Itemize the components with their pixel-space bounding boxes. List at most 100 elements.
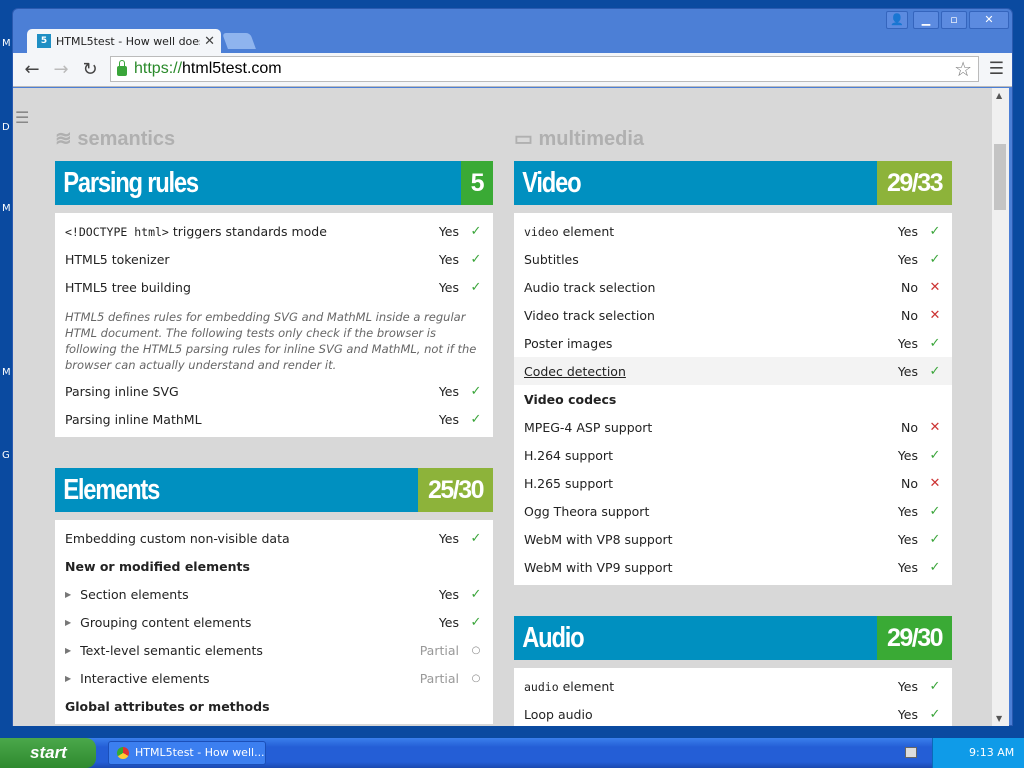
- test-label: Subtitles: [524, 252, 868, 267]
- section-elements: Elements 25/30 Embedding custom non-visi…: [55, 468, 493, 724]
- test-label: video element: [524, 224, 868, 239]
- partial-circle-icon: ○: [471, 672, 481, 684]
- section-note: HTML5 defines rules for embedding SVG an…: [65, 310, 477, 372]
- test-result: Partial: [419, 642, 459, 658]
- test-label: WebM with VP9 support: [524, 560, 868, 575]
- test-label[interactable]: Codec detection: [524, 364, 868, 379]
- test-label-text: Parsing inline SVG: [65, 383, 179, 399]
- keyboard-icon[interactable]: [905, 747, 917, 758]
- test-row[interactable]: ▶ Section elements Yes ✓: [55, 580, 493, 608]
- test-label-text: Loop audio: [524, 706, 593, 722]
- cross-icon: ✕: [929, 307, 941, 323]
- taskbar-item-chrome[interactable]: HTML5test - How well...: [108, 741, 266, 765]
- minimize-icon[interactable]: ▁: [913, 11, 939, 29]
- reload-icon[interactable]: ↻: [82, 59, 98, 80]
- test-row[interactable]: ▶ Interactive elements Partial ○: [55, 664, 493, 692]
- test-label-text: Ogg Theora support: [524, 503, 650, 519]
- expand-arrow-icon[interactable]: ▶: [65, 673, 72, 683]
- test-row[interactable]: ▶ Text-level semantic elements Partial ○: [55, 636, 493, 664]
- test-label: HTML5 tree building: [65, 280, 409, 295]
- test-row: Loop audio Yes ✓: [514, 700, 952, 726]
- check-icon: ✓: [470, 614, 482, 630]
- test-result: Yes: [438, 530, 459, 546]
- test-result: Yes: [897, 706, 918, 722]
- test-label: Parsing inline MathML: [65, 412, 409, 427]
- test-row[interactable]: Codec detection Yes ✓: [514, 357, 952, 385]
- test-label-text: Grouping content elements: [80, 614, 252, 630]
- test-row: Subtitles Yes ✓: [514, 245, 952, 273]
- test-label: Interactive elements: [80, 671, 409, 686]
- section-score: 25/30: [417, 468, 493, 512]
- test-result: Partial: [419, 670, 459, 686]
- test-result: No: [901, 475, 918, 491]
- page-content: ☰ ≋ semantics ▭ multimedia Parsing rules…: [13, 88, 992, 726]
- test-result: Yes: [438, 383, 459, 399]
- scroll-down-icon[interactable]: ▼: [996, 714, 1003, 723]
- scroll-up-icon[interactable]: ▲: [996, 91, 1003, 100]
- expand-arrow-icon[interactable]: ▶: [65, 589, 72, 599]
- test-result: Yes: [897, 363, 918, 379]
- section-card: audio element Yes ✓ Loop audio Yes ✓: [514, 668, 952, 726]
- browser-toolbar: ← → ↻ https:// html5test.com ☆ ☰: [13, 53, 1012, 87]
- test-label-text: Section elements: [80, 586, 189, 602]
- html5-favicon-icon: 5: [37, 34, 51, 48]
- scroll-thumb[interactable]: [994, 144, 1006, 210]
- test-label: Section elements: [80, 587, 409, 602]
- test-row[interactable]: ▶ Grouping content elements Yes ✓: [55, 608, 493, 636]
- new-tab-button[interactable]: [222, 33, 256, 49]
- test-label-text: Text-level semantic elements: [80, 642, 263, 658]
- check-icon: ✓: [929, 223, 941, 239]
- test-row: video element Yes ✓: [514, 217, 952, 245]
- page-menu-icon[interactable]: ☰: [15, 108, 30, 127]
- section-card: <!DOCTYPE html> triggers standards mode …: [55, 213, 493, 437]
- test-label-code: video: [524, 224, 559, 239]
- test-row: <!DOCTYPE html> triggers standards mode …: [55, 217, 493, 245]
- test-row: Ogg Theora support Yes ✓: [514, 497, 952, 525]
- section-score: 29/33: [876, 161, 952, 205]
- desktop-icon-label[interactable]: D: [2, 122, 10, 133]
- test-label: HTML5 tokenizer: [65, 252, 409, 267]
- test-label-text: HTML5 tokenizer: [65, 251, 170, 267]
- start-button[interactable]: start: [0, 738, 96, 768]
- address-bar[interactable]: https:// html5test.com ☆: [110, 56, 979, 82]
- test-label-text: Codec detection: [524, 363, 626, 379]
- test-label: Video track selection: [524, 308, 868, 323]
- maximize-icon[interactable]: ▫: [941, 11, 967, 29]
- test-result: Yes: [897, 335, 918, 351]
- expand-arrow-icon[interactable]: ▶: [65, 617, 72, 627]
- scrollbar[interactable]: ▲ ▼: [992, 88, 1009, 726]
- section-video: Video 29/33 video element Yes ✓ Subtitle…: [514, 161, 952, 585]
- test-label: Ogg Theora support: [524, 504, 868, 519]
- back-icon[interactable]: ←: [24, 59, 40, 80]
- section-title: Elements: [63, 474, 160, 506]
- check-icon: ✓: [929, 251, 941, 267]
- desktop-icon-label[interactable]: M: [2, 367, 11, 378]
- tab-close-icon[interactable]: ✕: [204, 33, 215, 49]
- close-icon[interactable]: ✕: [969, 11, 1009, 29]
- test-result: Yes: [438, 586, 459, 602]
- user-icon[interactable]: 👤: [886, 11, 908, 29]
- test-row: HTML5 tokenizer Yes ✓: [55, 245, 493, 273]
- browser-window: 5 HTML5test - How well does y ✕ 👤 ▁ ▫ ✕ …: [12, 8, 1013, 726]
- chrome-menu-icon[interactable]: ☰: [988, 59, 1004, 79]
- check-icon: ✓: [929, 706, 941, 722]
- forward-icon[interactable]: →: [53, 59, 69, 80]
- desktop-icon-label[interactable]: G: [2, 450, 10, 461]
- subsection-heading: New or modified elements: [65, 558, 250, 574]
- test-label: Text-level semantic elements: [80, 643, 409, 658]
- test-result: Yes: [897, 503, 918, 519]
- desktop-icon-label[interactable]: M: [2, 38, 11, 49]
- section-header: Video 29/33: [514, 161, 952, 205]
- section-title: Video: [522, 167, 581, 199]
- tab-title: HTML5test - How well does y: [56, 34, 201, 48]
- test-row: Parsing inline MathML Yes ✓: [55, 405, 493, 433]
- bookmark-star-icon[interactable]: ☆: [954, 59, 972, 81]
- test-result: No: [901, 279, 918, 295]
- test-label-text: MPEG-4 ASP support: [524, 419, 653, 435]
- expand-arrow-icon[interactable]: ▶: [65, 645, 72, 655]
- desktop-icon-label[interactable]: M: [2, 203, 11, 214]
- section-title: Parsing rules: [63, 167, 199, 199]
- test-label-text: WebM with VP9 support: [524, 559, 673, 575]
- tab-html5test[interactable]: 5 HTML5test - How well does y ✕: [27, 29, 221, 53]
- test-row: Audio track selection No ✕: [514, 273, 952, 301]
